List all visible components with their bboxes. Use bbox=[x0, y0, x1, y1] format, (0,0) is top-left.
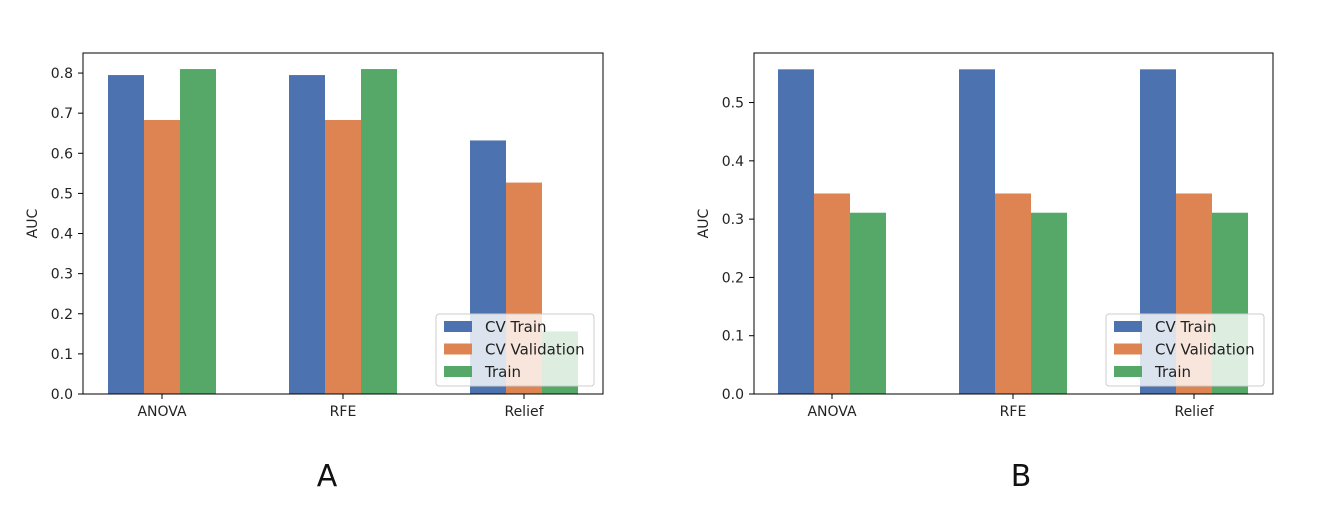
bar-cv-train-anova bbox=[778, 69, 814, 395]
y-tick-label: 0.2 bbox=[722, 270, 744, 286]
panel-label: A bbox=[317, 459, 338, 494]
y-axis-label: AUC bbox=[696, 208, 712, 238]
y-tick-label: 0.4 bbox=[51, 227, 73, 243]
legend-swatch-cv-validation bbox=[444, 343, 472, 355]
y-tick-label: 0.0 bbox=[51, 387, 73, 403]
x-tick-label-rfe: RFE bbox=[330, 404, 357, 420]
legend-swatch-train bbox=[444, 366, 472, 377]
y-tick-label: 0.0 bbox=[722, 387, 744, 403]
legend-swatch-train bbox=[1114, 366, 1142, 377]
y-axis-label: AUC bbox=[25, 208, 41, 238]
legend-label-train: Train bbox=[1154, 363, 1191, 381]
bar-cv-train-rfe bbox=[289, 75, 325, 395]
y-tick-label: 0.8 bbox=[51, 66, 73, 82]
x-tick-label-anova: ANOVA bbox=[807, 404, 857, 420]
bar-cv-validation-anova bbox=[144, 119, 180, 395]
legend-label-cv-validation: CV Validation bbox=[1155, 341, 1255, 359]
bar-train-anova bbox=[850, 212, 886, 394]
bar-cv-train-anova bbox=[108, 75, 144, 395]
y-tick-label: 0.4 bbox=[722, 154, 744, 170]
legend-swatch-cv-validation bbox=[1114, 343, 1142, 355]
legend-label-cv-train: CV Train bbox=[1155, 318, 1217, 336]
y-tick-label: 0.1 bbox=[51, 347, 73, 363]
chart-b: 0.0 0.1 0.2 0.3 0.4 0.5 ANOVA RFE Relief AUC CV Tr… bbox=[696, 52, 1274, 494]
bar-cv-validation-rfe bbox=[325, 119, 361, 395]
x-tick-label-anova: ANOVA bbox=[137, 404, 187, 420]
y-tick-label: 0.7 bbox=[51, 106, 73, 122]
y-tick-label: 0.6 bbox=[51, 146, 73, 162]
legend-box bbox=[435, 313, 595, 387]
y-tick-label: 0.5 bbox=[51, 186, 73, 202]
bar-cv-validation-rfe bbox=[995, 193, 1031, 394]
legend-label-cv-train: CV Train bbox=[485, 318, 547, 336]
y-tick-label: 0.2 bbox=[51, 307, 73, 323]
legend-swatch-cv-train bbox=[444, 321, 472, 332]
bar-cv-train-rfe bbox=[959, 69, 995, 395]
chart-a: 0.0 0.1 0.2 0.3 0.4 0.5 0.6 0.7 0.8 ANOVA RFE Relie… bbox=[25, 52, 604, 494]
bar-cv-validation-anova bbox=[814, 193, 850, 394]
legend-label-cv-validation: CV Validation bbox=[485, 341, 585, 359]
y-tick-label: 0.1 bbox=[722, 329, 744, 345]
x-tick-label-rfe: RFE bbox=[1000, 404, 1027, 420]
legend-label-train: Train bbox=[484, 363, 521, 381]
panel-label: B bbox=[1011, 459, 1032, 494]
bar-train-rfe bbox=[1031, 212, 1067, 394]
bar-train-rfe bbox=[361, 69, 397, 394]
bar-train-anova bbox=[180, 69, 216, 394]
legend-swatch-cv-train bbox=[1114, 321, 1142, 332]
y-tick-label: 0.3 bbox=[51, 267, 73, 283]
y-tick-label: 0.5 bbox=[722, 96, 744, 112]
legend: CV Train CV Validation Train bbox=[1105, 313, 1265, 387]
legend-box bbox=[1105, 313, 1265, 387]
x-tick-label-relief: Relief bbox=[504, 404, 544, 420]
y-tick-label: 0.3 bbox=[722, 212, 744, 228]
legend: CV Train CV Validation Train bbox=[435, 313, 595, 387]
x-tick-label-relief: Relief bbox=[1174, 404, 1214, 420]
